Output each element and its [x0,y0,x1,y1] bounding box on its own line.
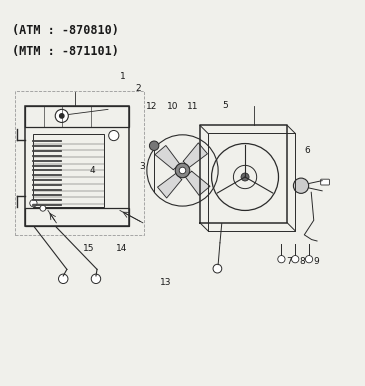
Text: (MTM : -871101): (MTM : -871101) [12,45,119,58]
Circle shape [179,167,186,174]
Text: 5: 5 [223,100,228,110]
Circle shape [241,173,249,181]
Text: 9: 9 [314,257,319,266]
Polygon shape [158,173,182,198]
Circle shape [306,256,313,263]
Text: (ATM : -870810): (ATM : -870810) [12,24,119,37]
Circle shape [40,205,46,211]
Bar [26,208,129,226]
Text: 6: 6 [304,146,310,155]
Bar [34,134,104,207]
Circle shape [278,256,285,263]
Bar [26,106,129,127]
Text: 13: 13 [160,278,172,286]
Circle shape [59,114,64,118]
Circle shape [175,163,190,178]
Text: 1: 1 [120,72,126,81]
Text: 12: 12 [146,102,157,111]
Circle shape [213,264,222,273]
Polygon shape [183,143,207,168]
Text: 14: 14 [116,244,127,253]
Text: 7: 7 [286,257,292,266]
FancyBboxPatch shape [321,179,329,185]
Circle shape [91,274,101,284]
Text: 11: 11 [187,102,198,111]
Circle shape [55,109,68,122]
Circle shape [293,178,309,193]
Text: 2: 2 [135,84,141,93]
Circle shape [149,141,159,151]
Text: 10: 10 [166,102,178,111]
Text: 3: 3 [139,163,145,171]
Bar [26,106,129,226]
Circle shape [292,256,299,263]
Circle shape [109,130,119,141]
Circle shape [58,274,68,284]
Circle shape [30,200,37,207]
Text: 4: 4 [89,166,95,175]
Bar [15,91,144,235]
Polygon shape [155,146,180,170]
Text: 15: 15 [83,244,95,253]
Text: 8: 8 [300,257,306,266]
Polygon shape [185,171,210,195]
